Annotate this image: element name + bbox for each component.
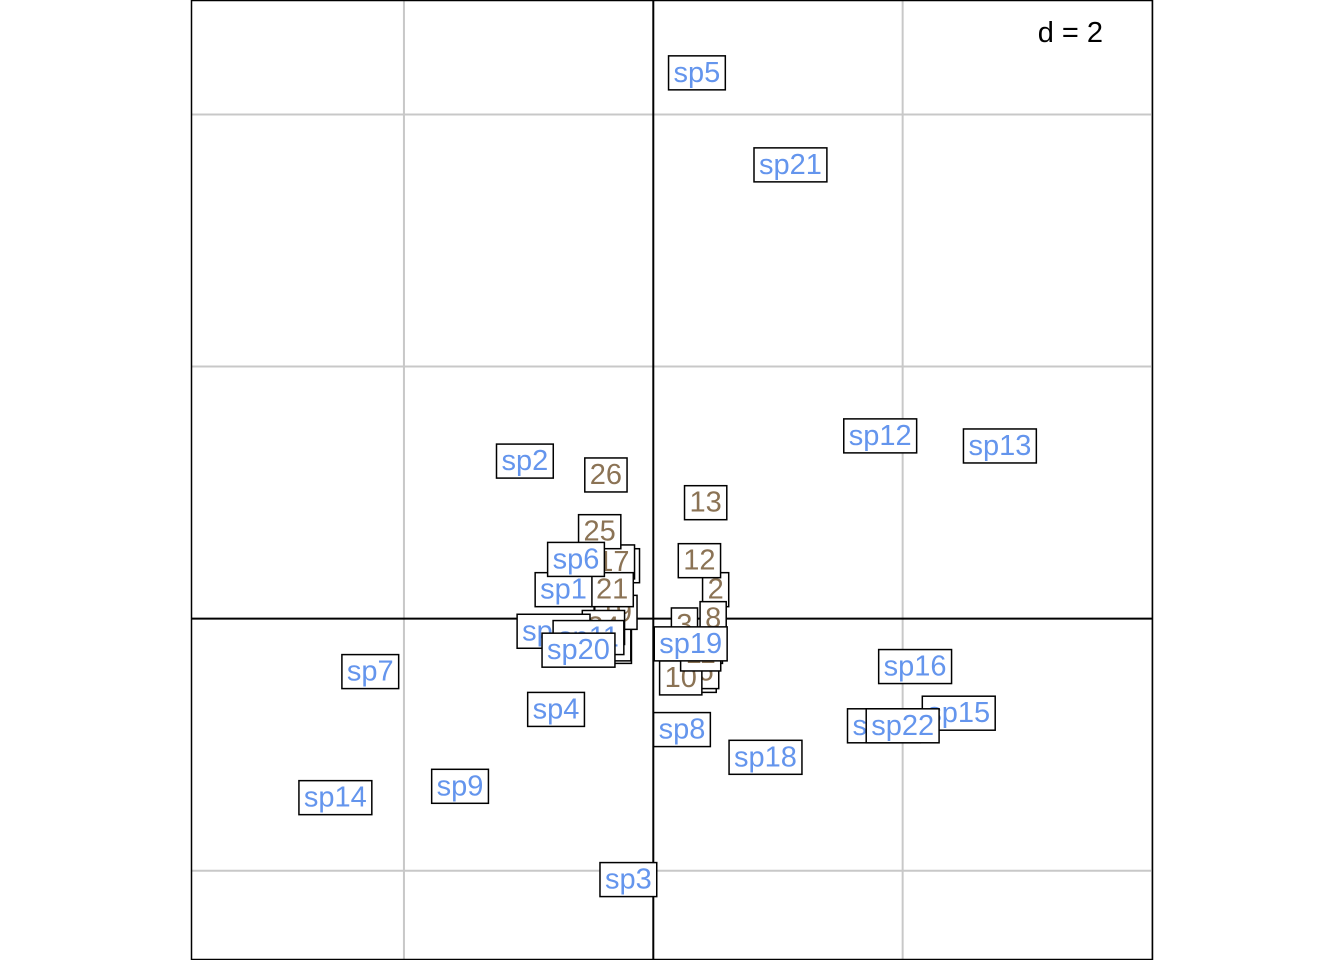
species-label-box: [652, 711, 712, 748]
species-label-box: [653, 626, 728, 662]
species-label-sp22: sp22: [865, 708, 940, 744]
species-label-text: sp6: [553, 543, 600, 575]
species-label-text: sp21: [759, 149, 822, 181]
species-label-sp19: sp19: [653, 626, 728, 662]
species-label-sp6: sp6: [546, 541, 606, 578]
species-label-box: [962, 428, 1038, 464]
species-label-sp4: sp4: [526, 691, 586, 728]
species-label-box: [546, 541, 606, 578]
species-label-sp1: sp1: [534, 571, 593, 608]
species-label-sp5: sp5: [667, 55, 727, 91]
species-label-box: [298, 779, 373, 816]
site-label-26: 26: [584, 457, 628, 493]
species-label-text: sp18: [734, 741, 797, 773]
species-label-text: sp19: [659, 628, 722, 660]
species-label-sp8: sp8: [652, 711, 712, 748]
species-label-box: [541, 632, 616, 668]
species-labels: sp1sp2sp3sp4sp5sp6sp7sp8sp9sp10sp11sp12s…: [298, 55, 1038, 898]
scale-label: d = 2: [1038, 17, 1103, 49]
site-label-12: 12: [677, 542, 722, 579]
species-label-text: sp8: [659, 714, 706, 746]
species-label-box: [728, 739, 803, 776]
site-label-13: 13: [683, 484, 728, 521]
species-label-sp9: sp9: [430, 768, 490, 805]
species-label-text: sp13: [968, 430, 1031, 462]
species-label-text: sp4: [533, 693, 580, 725]
species-label-text: sp20: [547, 634, 610, 666]
species-label-box: [599, 861, 658, 898]
species-label-box: [753, 147, 828, 183]
species-label-sp2: sp2: [495, 443, 555, 479]
species-label-text: sp16: [884, 651, 947, 683]
species-label-text: sp7: [347, 656, 394, 688]
site-label-text: 12: [683, 545, 715, 577]
site-label-box: [584, 457, 628, 493]
species-label-text: sp5: [674, 57, 721, 89]
species-label-sp20: sp20: [541, 632, 616, 668]
site-label-box: [677, 542, 722, 579]
site-label-text: 26: [590, 459, 622, 491]
species-label-box: [667, 55, 727, 91]
species-label-sp21: sp21: [753, 147, 828, 183]
species-label-sp18: sp18: [728, 739, 803, 776]
species-label-text: sp12: [849, 420, 912, 452]
species-label-box: [843, 418, 918, 454]
species-label-box: [534, 571, 593, 608]
species-label-sp7: sp7: [341, 653, 400, 690]
species-label-box: [495, 443, 555, 479]
species-label-box: [877, 648, 953, 685]
species-label-sp14: sp14: [298, 779, 373, 816]
species-label-text: sp1: [540, 574, 587, 606]
species-label-sp3: sp3: [599, 861, 658, 898]
species-label-text: sp3: [605, 864, 652, 896]
species-label-box: [865, 708, 940, 744]
site-label-text: 2: [708, 574, 724, 606]
species-label-box: [341, 653, 400, 690]
species-label-text: sp22: [871, 710, 934, 742]
site-label-box: [683, 484, 728, 521]
site-label-text: 21: [596, 574, 628, 606]
species-label-text: sp2: [502, 445, 549, 477]
species-label-text: sp14: [304, 782, 367, 814]
plot-frame: [190, 0, 1154, 960]
species-label-text: sp9: [437, 770, 484, 802]
species-label-sp16: sp16: [877, 648, 953, 685]
species-label-sp13: sp13: [962, 428, 1038, 464]
species-label-sp12: sp12: [843, 418, 918, 454]
site-label-21: 21: [590, 571, 635, 608]
site-label-text: 13: [690, 487, 722, 519]
species-label-box: [430, 768, 490, 805]
species-label-box: [526, 691, 586, 728]
